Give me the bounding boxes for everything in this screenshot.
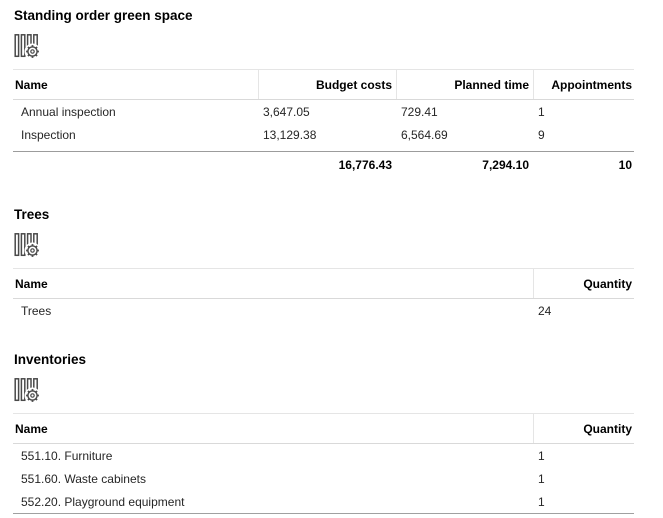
section-icon-row (14, 33, 663, 61)
cell-appointments: 1 (538, 104, 545, 119)
column-header-planned-time: Planned time (396, 70, 533, 99)
table-header-row: Name Quantity (13, 268, 634, 299)
column-header-quantity: Quantity (533, 414, 634, 443)
total-planned-time: 7,294.10 (482, 157, 529, 172)
table-row: 552.20. Playground equipment 1 (13, 490, 634, 513)
table-row: Annual inspection 3,647.05 729.41 1 (13, 100, 634, 123)
report-section-trees: Trees Name Quantity Trees 24 (0, 207, 663, 322)
cell-quantity: 1 (538, 494, 545, 509)
column-header-budget-costs: Budget costs (258, 70, 396, 99)
cell-appointments: 9 (538, 127, 545, 142)
column-header-name: Name (15, 421, 48, 436)
cell-quantity: 1 (538, 448, 545, 463)
cell-planned-time: 729.41 (401, 104, 438, 119)
cell-name: 551.10. Furniture (21, 448, 113, 463)
column-header-name: Name (15, 77, 48, 92)
cell-name: Trees (21, 303, 52, 318)
table-row: 551.10. Furniture 1 (13, 444, 634, 467)
report-section-inventories: Inventories Name Quantity 551.10. Furnit… (0, 352, 663, 514)
cell-budget-costs: 13,129.38 (263, 127, 317, 142)
cell-quantity: 24 (538, 303, 552, 318)
column-header-name: Name (15, 276, 48, 291)
cell-planned-time: 6,564.69 (401, 127, 448, 142)
column-header-appointments: Appointments (533, 70, 634, 99)
section-title: Inventories (14, 352, 87, 367)
section-title: Trees (14, 207, 50, 222)
report-section-standing-order-green-space: Standing order green space Name Budget c… (0, 8, 663, 177)
column-header-quantity: Quantity (533, 269, 634, 298)
bar-chart-gear-icon (14, 232, 42, 260)
table-header-row: Name Budget costs Planned time Appointme… (13, 69, 634, 100)
report-table: Name Quantity 551.10. Furniture 1 551.60… (13, 413, 634, 514)
cell-budget-costs: 3,647.05 (263, 104, 310, 119)
table-row: 551.60. Waste cabinets 1 (13, 467, 634, 490)
cell-name: 552.20. Playground equipment (21, 494, 185, 509)
table-end-divider (13, 513, 634, 514)
table-header-row: Name Quantity (13, 413, 634, 444)
totals-row: 16,776.43 7,294.10 10 (13, 151, 634, 177)
cell-quantity: 1 (538, 471, 545, 486)
report-table: Name Quantity Trees 24 (13, 268, 634, 322)
report-page: Standing order green space Name Budget c… (0, 8, 663, 514)
table-row: Inspection 13,129.38 6,564.69 9 (13, 123, 634, 146)
section-icon-row (14, 232, 663, 260)
table-row: Trees 24 (13, 299, 634, 322)
bar-chart-gear-icon (14, 33, 42, 61)
cell-name: 551.60. Waste cabinets (21, 471, 146, 486)
report-table: Name Budget costs Planned time Appointme… (13, 69, 634, 177)
section-icon-row (14, 377, 663, 405)
section-title: Standing order green space (14, 8, 193, 23)
total-appointments: 10 (618, 157, 632, 172)
cell-name: Inspection (21, 127, 76, 142)
cell-name: Annual inspection (21, 104, 116, 119)
bar-chart-gear-icon (14, 377, 42, 405)
total-budget-costs: 16,776.43 (338, 157, 392, 172)
